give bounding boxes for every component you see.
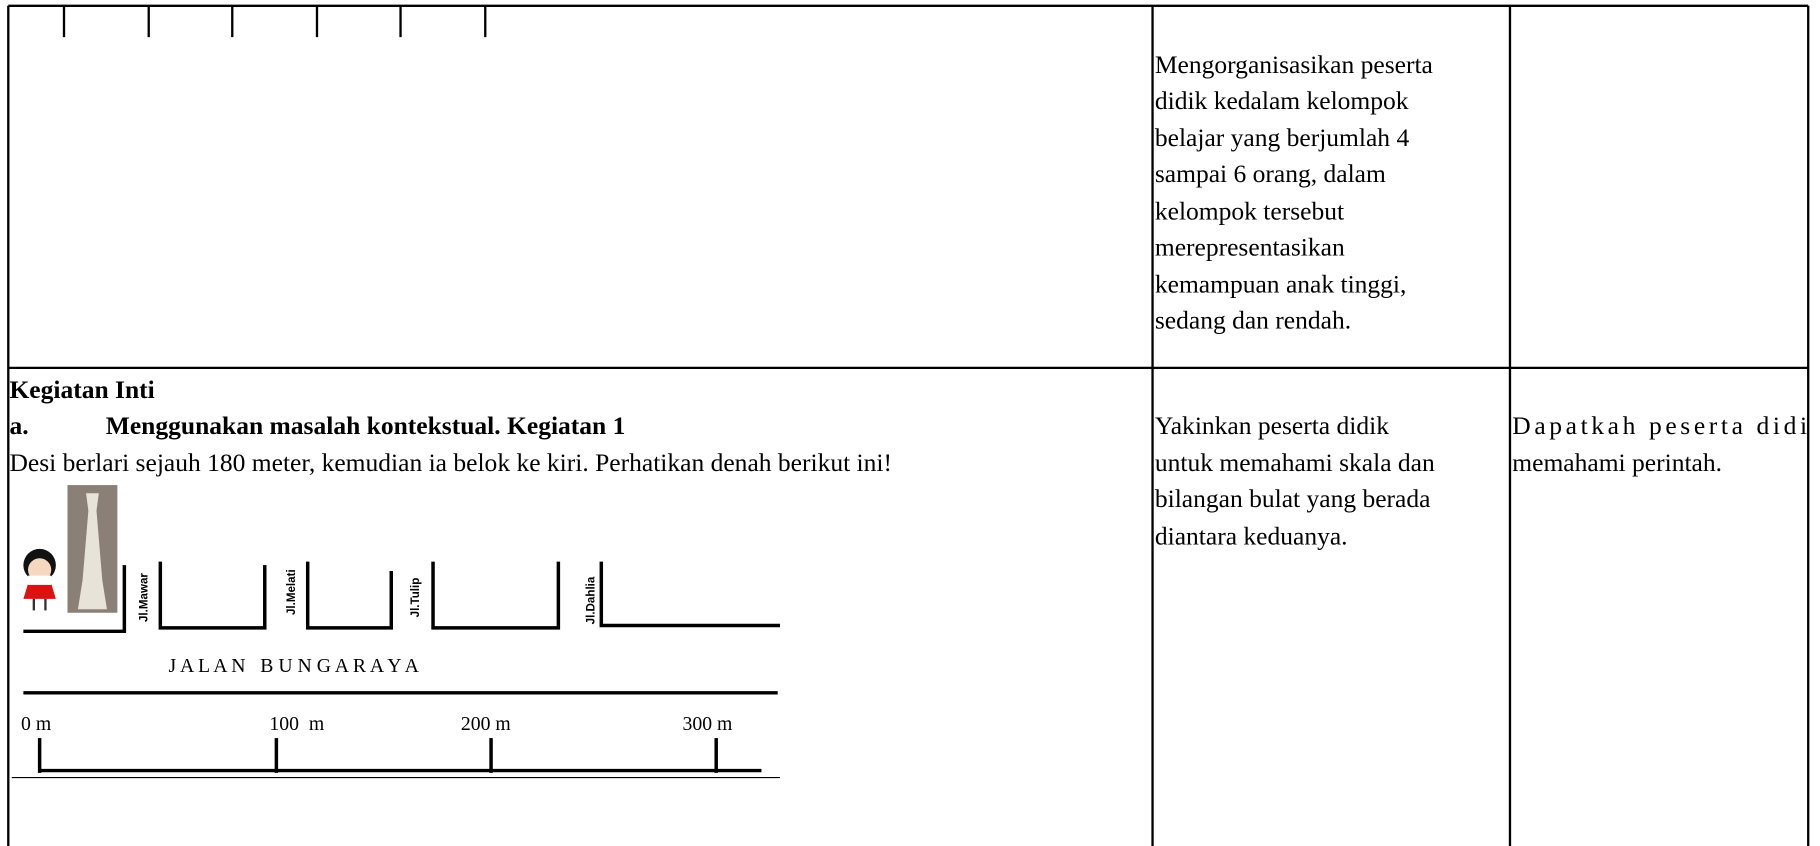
row1-col2: Mengorganisasikan peserta didik kedalam … (1155, 50, 1433, 334)
text-line: kelompok tersebut (1155, 196, 1344, 225)
street-label: Jl.Tulip (409, 578, 422, 618)
street-label: Jl.Mawar (138, 573, 151, 622)
scale-label: 300 m (683, 713, 734, 735)
text-line: didik kedalam kelompok (1155, 86, 1409, 115)
street-label: Jl.Melati (285, 569, 298, 615)
map: Jl.Mawar Jl.Melati Jl.Tulip Jl.Dahlia J … (11, 485, 781, 779)
text-line: belajar yang berjumlah 4 (1155, 123, 1410, 152)
text-line: Dapatkah peserta didi (1512, 411, 1807, 440)
scale-label: 100 m (269, 713, 324, 735)
top-ticks (62, 5, 487, 38)
road-name: J A L A N B U N G A R A Y A (168, 655, 419, 677)
girl-icon (23, 548, 56, 611)
street-blocks (23, 561, 781, 634)
task-text: Desi berlari sejauh 180 meter, kemudian … (9, 448, 892, 477)
table-borders (7, 4, 1810, 846)
text-line: untuk memahami skala dan (1155, 448, 1435, 477)
scale-bar (37, 738, 762, 773)
street-label: Jl.Dahlia (584, 576, 597, 624)
tower-image (67, 485, 118, 613)
text-line: merepresentasikan (1155, 232, 1345, 261)
text-line: kemampuan anak tinggi, (1155, 269, 1407, 298)
text-line: diantara keduanya. (1155, 521, 1348, 550)
text-line: sedang dan rendah. (1155, 305, 1351, 334)
heading: Kegiatan Inti (9, 375, 154, 404)
item-marker: a. (9, 411, 28, 440)
scale-label: 200 m (461, 713, 512, 735)
text-line: Yakinkan peserta didik (1155, 411, 1389, 440)
scale-label: 0 m (21, 713, 52, 735)
item-title: Menggunakan masalah kontekstual. Kegiata… (106, 411, 626, 440)
text-line: Mengorganisasikan peserta (1155, 50, 1433, 79)
text-line: bilangan bulat yang berada (1155, 484, 1431, 513)
text-line: memahami perintah. (1512, 448, 1722, 477)
text-line: sampai 6 orang, dalam (1155, 159, 1386, 188)
